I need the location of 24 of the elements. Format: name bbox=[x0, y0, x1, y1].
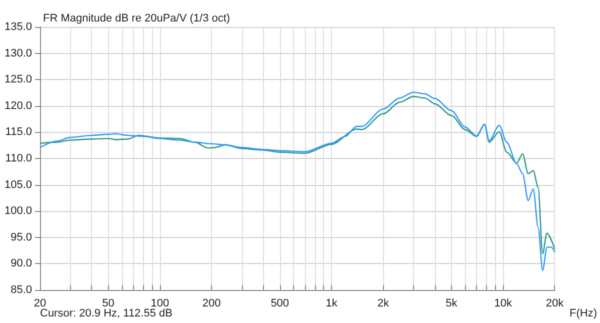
y-tick-label: 110.0 bbox=[5, 152, 32, 164]
x-tick-label: 100 bbox=[150, 298, 170, 310]
y-tick-label: 95.0 bbox=[10, 231, 32, 244]
y-tick-label: 90.0 bbox=[10, 258, 32, 270]
x-tick-label: 500 bbox=[270, 298, 290, 310]
text: Cursor: 20.9 Hz, 112.55 dB bbox=[40, 308, 172, 320]
y-tick-label: 120.0 bbox=[4, 100, 32, 112]
x-axis-title: F(Hz) bbox=[570, 308, 597, 320]
chart-title: FR Magnitude dB re 20uPa/V (1/3 oct) bbox=[43, 12, 230, 24]
x-tick-label: 20 bbox=[34, 298, 46, 310]
y-tick-label: 105.0 bbox=[4, 178, 32, 191]
x-tick-label: 2k bbox=[377, 298, 390, 310]
y-tick-label: 125.0 bbox=[4, 74, 32, 86]
x-tick-label: 10k bbox=[494, 298, 512, 310]
x-tick-label: 20k bbox=[546, 298, 564, 310]
y-tick-label: 100.0 bbox=[4, 205, 32, 218]
x-tick-label: 1k bbox=[326, 298, 338, 310]
y-tick-label: 115.0 bbox=[5, 126, 32, 138]
x-tick-label: 5k bbox=[446, 298, 458, 310]
y-tick-label: 85.0 bbox=[10, 284, 32, 296]
y-tick-label: 130.0 bbox=[4, 47, 32, 60]
x-tick-label: 50 bbox=[102, 298, 114, 310]
x-tick-label: 200 bbox=[202, 298, 221, 310]
y-tick-label: 135.0 bbox=[4, 21, 32, 33]
